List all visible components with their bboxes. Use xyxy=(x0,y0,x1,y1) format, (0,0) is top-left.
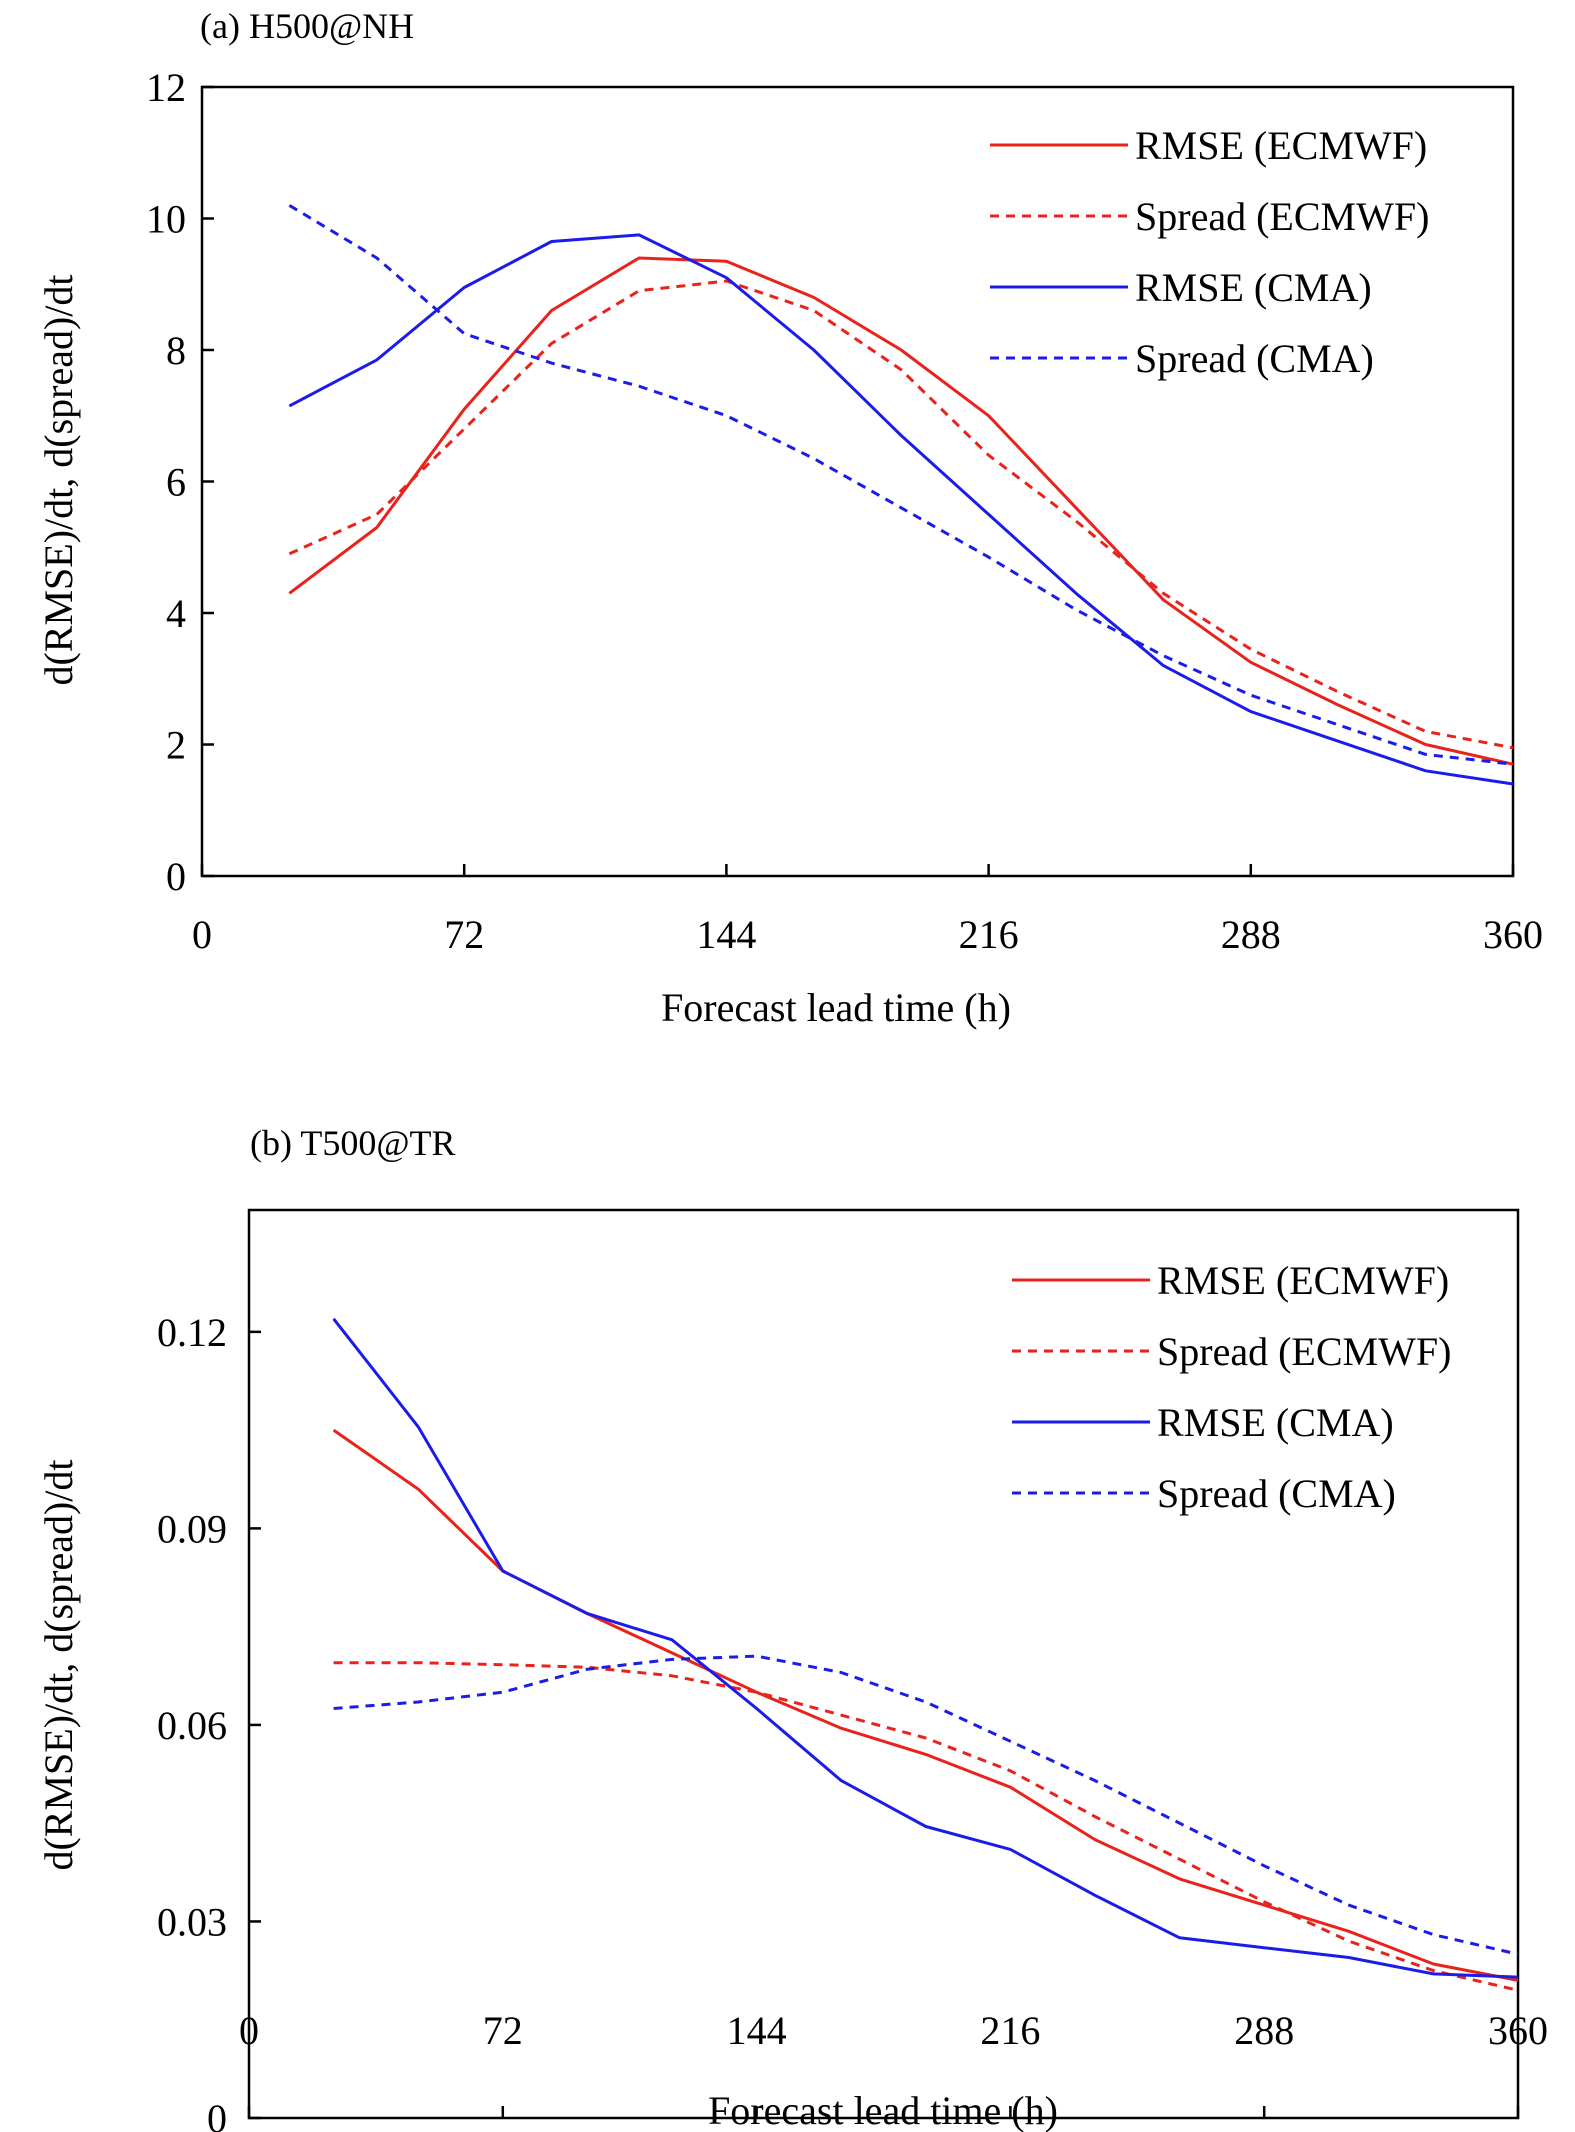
x-tick-label: 72 xyxy=(444,912,484,957)
x-tick-label: 216 xyxy=(959,912,1019,957)
legend-label: RMSE (CMA) xyxy=(1157,1400,1394,1445)
panel-b: (b) T500@TR 0 72 144 216 288 360 0 0.03 0.06 0.0… xyxy=(36,1123,1548,2132)
panel-a: (a) H500@NH 0 72 144 216 288 360 0 2 4 6 8 10 12 RM… xyxy=(36,6,1543,1030)
x-tick-label: 0 xyxy=(192,912,212,957)
y-tick-label: 6 xyxy=(166,460,186,505)
panel-a-x-axis-label: Forecast lead time (h) xyxy=(661,985,1011,1030)
legend-label: Spread (CMA) xyxy=(1157,1471,1396,1516)
panel-a-y-axis-label: d(RMSE)/dt, d(spread)/dt xyxy=(36,274,81,685)
panel-b-title: (b) T500@TR xyxy=(250,1123,455,1163)
panel-a-title: (a) H500@NH xyxy=(200,6,414,46)
y-tick-label: 4 xyxy=(166,591,186,636)
panel-b-plot-frame xyxy=(247,1208,1520,2120)
series-line xyxy=(288,256,1514,766)
panel-b-series-lines xyxy=(332,1317,1519,1992)
x-tick-label: 360 xyxy=(1488,2008,1548,2053)
x-tick-label: 288 xyxy=(1221,912,1281,957)
panel-b-x-ticks: 0 72 144 216 288 360 xyxy=(239,2008,1548,2118)
panel-b-y-axis-label: d(RMSE)/dt, d(spread)/dt xyxy=(36,1459,81,1870)
legend-label: Spread (ECMWF) xyxy=(1135,194,1429,239)
series-line xyxy=(333,1661,1519,1992)
x-tick-label: 144 xyxy=(696,912,756,957)
panel-b-x-axis-label: Forecast lead time (h) xyxy=(708,2088,1058,2132)
legend-label: Spread (ECMWF) xyxy=(1157,1329,1451,1374)
legend-label: RMSE (CMA) xyxy=(1135,265,1372,310)
series-line xyxy=(288,233,1514,786)
panel-a-x-ticks: 0 72 144 216 288 360 xyxy=(192,864,1543,957)
panel-b-legend: RMSE (ECMWF) Spread (ECMWF) RMSE (CMA) Spre… xyxy=(1012,1258,1451,1516)
x-tick-label: 288 xyxy=(1234,2008,1294,2053)
y-tick-label: 8 xyxy=(166,328,186,373)
y-tick-label: 2 xyxy=(166,723,186,768)
series-line xyxy=(288,279,1514,750)
x-tick-label: 216 xyxy=(980,2008,1040,2053)
x-tick-label: 360 xyxy=(1483,912,1543,957)
y-tick-label: 0.09 xyxy=(157,1506,227,1551)
y-tick-label: 0.12 xyxy=(157,1310,227,1355)
legend-label: RMSE (ECMWF) xyxy=(1135,123,1427,168)
y-tick-label: 0.06 xyxy=(157,1703,227,1748)
x-tick-label: 0 xyxy=(239,2008,259,2053)
panel-a-series-lines xyxy=(288,204,1514,786)
x-tick-label: 72 xyxy=(483,2008,523,2053)
series-line xyxy=(288,204,1514,766)
y-tick-label: 0 xyxy=(207,2096,227,2132)
series-line xyxy=(332,1317,1519,1979)
y-tick-label: 10 xyxy=(146,197,186,242)
panel-b-y-ticks: 0 0.03 0.06 0.09 0.12 xyxy=(157,1310,261,2132)
series-line xyxy=(333,1654,1519,1956)
legend-label: Spread (CMA) xyxy=(1135,336,1374,381)
x-tick-label: 144 xyxy=(727,2008,787,2053)
panel-a-legend: RMSE (ECMWF) Spread (ECMWF) RMSE (CMA) Spre… xyxy=(990,123,1429,381)
y-tick-label: 12 xyxy=(146,65,186,110)
legend-label: RMSE (ECMWF) xyxy=(1157,1258,1449,1303)
y-tick-label: 0.03 xyxy=(157,1899,227,1944)
panel-a-y-ticks: 0 2 4 6 8 10 12 xyxy=(146,65,214,899)
y-tick-label: 0 xyxy=(166,854,186,899)
